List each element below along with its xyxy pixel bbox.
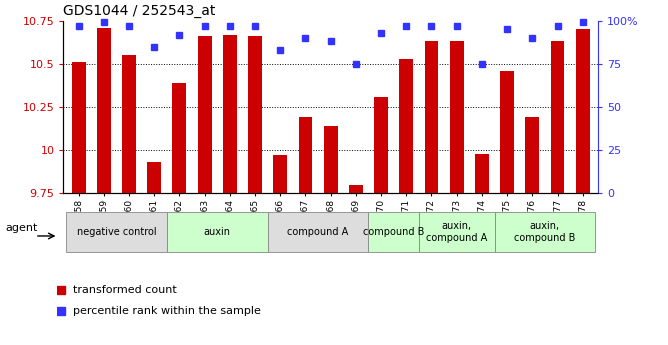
Bar bbox=[450, 41, 464, 193]
Bar bbox=[172, 83, 186, 193]
Bar bbox=[475, 154, 489, 193]
Bar bbox=[122, 55, 136, 193]
Bar bbox=[494, 212, 595, 252]
Bar bbox=[299, 117, 313, 193]
Bar bbox=[399, 59, 413, 193]
Text: GDS1044 / 252543_at: GDS1044 / 252543_at bbox=[63, 4, 216, 18]
Text: auxin: auxin bbox=[204, 227, 230, 237]
Bar bbox=[349, 185, 363, 193]
Bar bbox=[268, 212, 369, 252]
Bar bbox=[369, 212, 419, 252]
Bar bbox=[374, 97, 388, 193]
Bar bbox=[500, 71, 514, 193]
Bar bbox=[167, 212, 268, 252]
Text: agent: agent bbox=[5, 223, 37, 233]
Bar bbox=[576, 29, 590, 193]
Text: negative control: negative control bbox=[77, 227, 156, 237]
Bar bbox=[198, 36, 212, 193]
Text: auxin,
compound A: auxin, compound A bbox=[426, 221, 488, 243]
Bar bbox=[273, 155, 287, 193]
Bar bbox=[324, 126, 337, 193]
Bar bbox=[97, 28, 111, 193]
Bar bbox=[419, 212, 494, 252]
Text: compound A: compound A bbox=[287, 227, 349, 237]
Bar bbox=[550, 41, 564, 193]
Bar bbox=[248, 36, 262, 193]
Text: transformed count: transformed count bbox=[73, 285, 176, 295]
Bar bbox=[71, 62, 86, 193]
Bar bbox=[66, 212, 167, 252]
Text: auxin,
compound B: auxin, compound B bbox=[514, 221, 576, 243]
Bar bbox=[147, 162, 161, 193]
Text: percentile rank within the sample: percentile rank within the sample bbox=[73, 306, 261, 316]
Bar bbox=[425, 41, 438, 193]
Bar bbox=[223, 34, 236, 193]
Bar bbox=[526, 117, 539, 193]
Text: compound B: compound B bbox=[363, 227, 424, 237]
